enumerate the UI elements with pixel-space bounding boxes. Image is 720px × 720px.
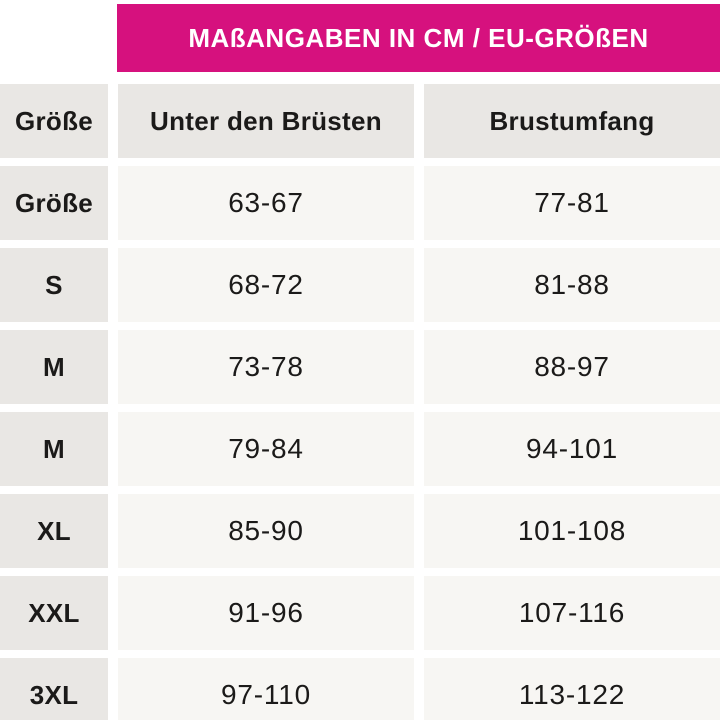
bust-cell: 113-122 bbox=[424, 658, 720, 720]
bust-cell: 88-97 bbox=[424, 330, 720, 404]
underbust-cell: 91-96 bbox=[118, 576, 414, 650]
size-cell: XL bbox=[0, 494, 108, 568]
size-cell: Größe bbox=[0, 166, 108, 240]
column-header-groesse: Größe bbox=[0, 84, 108, 158]
underbust-cell: 63-67 bbox=[118, 166, 414, 240]
title-banner-text: MAßANGABEN IN CM / EU-GRÖßEN bbox=[188, 22, 649, 53]
size-cell: XXL bbox=[0, 576, 108, 650]
bust-cell: 94-101 bbox=[424, 412, 720, 486]
column-header-brustumfang: Brustumfang bbox=[424, 84, 720, 158]
underbust-cell: 85-90 bbox=[118, 494, 414, 568]
size-cell: S bbox=[0, 248, 108, 322]
underbust-cell: 68-72 bbox=[118, 248, 414, 322]
underbust-cell: 79-84 bbox=[118, 412, 414, 486]
underbust-cell: 73-78 bbox=[118, 330, 414, 404]
bust-cell: 77-81 bbox=[424, 166, 720, 240]
bust-cell: 101-108 bbox=[424, 494, 720, 568]
column-header-unter-den-bruesten: Unter den Brüsten bbox=[118, 84, 414, 158]
bust-cell: 81-88 bbox=[424, 248, 720, 322]
size-cell: M bbox=[0, 412, 108, 486]
size-table: Größe Unter den Brüsten Brustumfang Größ… bbox=[0, 84, 720, 720]
underbust-cell: 97-110 bbox=[118, 658, 414, 720]
title-banner: MAßANGABEN IN CM / EU-GRÖßEN bbox=[117, 4, 720, 72]
size-cell: M bbox=[0, 330, 108, 404]
bust-cell: 107-116 bbox=[424, 576, 720, 650]
size-cell: 3XL bbox=[0, 658, 108, 720]
